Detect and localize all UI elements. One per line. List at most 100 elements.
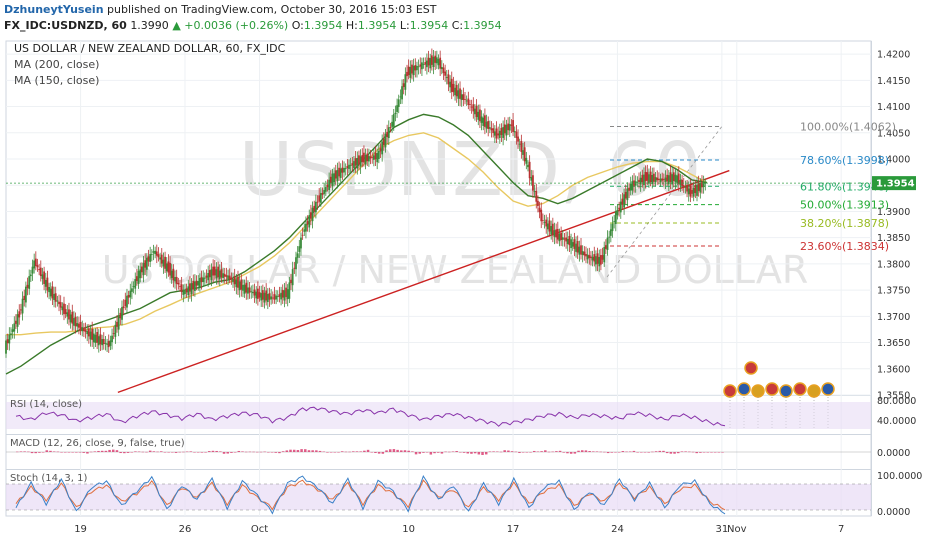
ma150-legend[interactable]: MA (150, close) [14, 74, 100, 87]
macd-bar [647, 452, 650, 453]
macd-bar [304, 449, 307, 452]
candle-body [331, 173, 334, 187]
macd-bar [385, 450, 388, 452]
macd-bar [215, 450, 218, 452]
divider-macd [6, 434, 871, 435]
macd-bar [632, 450, 636, 452]
candle-body [595, 256, 597, 265]
candle-body [435, 57, 438, 64]
candle-body [218, 270, 221, 280]
candle-body [97, 336, 100, 346]
candle-body [394, 112, 397, 115]
candle-body [452, 83, 455, 93]
watermark-symbol: USDNZD, 60 [239, 127, 701, 213]
macd-bar [499, 451, 503, 453]
macd-bar [196, 452, 200, 453]
candle-body [427, 57, 430, 66]
ma150-line [6, 132, 708, 336]
chart-svg[interactable]: USDNZD, 60 US DOLLAR / NEW ZEALAND DOLLA… [0, 35, 932, 550]
candle-body [354, 158, 357, 166]
candle-body [8, 334, 11, 344]
candle-body [361, 155, 364, 162]
candle-body [507, 123, 509, 131]
candle-body [136, 276, 138, 281]
macd-bar [278, 452, 281, 454]
macd-bar [241, 451, 244, 452]
macd-bar [267, 452, 270, 453]
candle-body [535, 190, 538, 202]
fib-level-label: 50.00%(1.3913) [800, 199, 889, 212]
candle-body [81, 327, 84, 332]
macd-bar [193, 452, 196, 453]
macd-bar [38, 452, 41, 453]
candle-body [338, 167, 340, 177]
macd-bar [219, 451, 222, 452]
macd-bar [569, 452, 573, 454]
macd-bar [311, 450, 314, 452]
macd-bar [547, 451, 551, 453]
candle-body [321, 193, 324, 195]
y-tick-label: 1.4050 [877, 128, 910, 139]
macd-bar [300, 449, 303, 452]
last-price-badge-text: 1.3954 [876, 179, 915, 190]
candle-body [657, 178, 660, 181]
candle-body [704, 182, 707, 184]
y-tick-label: 1.4100 [877, 102, 910, 113]
candle-body [701, 182, 703, 188]
candle-body [144, 260, 147, 268]
candle-body [454, 87, 456, 96]
high-label: H: [345, 19, 358, 32]
candle-body [606, 237, 609, 250]
candle-body [71, 311, 74, 324]
candle-body [235, 279, 238, 288]
candle-body [119, 312, 122, 319]
candle-body [29, 274, 32, 277]
ma200-legend[interactable]: MA (200, close) [14, 58, 100, 71]
candle-body [445, 77, 448, 78]
macd-bar [16, 451, 19, 453]
macd-bar [374, 452, 377, 453]
candle-body [155, 251, 158, 256]
trendline[interactable] [117, 169, 730, 394]
candle-body [661, 178, 664, 181]
macd-bar [263, 451, 266, 453]
candle-body [643, 174, 645, 186]
candle-body [495, 128, 498, 139]
macd-bar [684, 451, 687, 452]
macd-bar [636, 452, 639, 453]
last-price-badge: 1.3954 [872, 176, 916, 191]
macd-bar [112, 449, 115, 452]
candle-body [339, 168, 342, 178]
candle-body [253, 289, 256, 296]
candle-body [124, 299, 127, 306]
candle-body [5, 340, 7, 354]
macd-bar [233, 452, 237, 453]
macd-bar [529, 452, 532, 453]
candle-body [107, 341, 110, 348]
candle-body [472, 104, 475, 112]
candle-body [270, 296, 273, 300]
candle-body [691, 189, 693, 194]
candle-body [263, 292, 266, 303]
macd-bar [189, 451, 193, 452]
candle-body [101, 339, 104, 346]
candle-body [311, 207, 314, 222]
candle-body [41, 274, 44, 279]
macd-bar [141, 451, 145, 453]
author-name[interactable]: DzhuneytYusein [4, 3, 104, 16]
candle-body [215, 269, 218, 279]
candle-body [434, 55, 437, 63]
candle-body [596, 253, 599, 264]
candle-body [255, 291, 258, 299]
macd-bar [182, 451, 185, 453]
candle-body [126, 295, 128, 308]
candle-body [15, 320, 17, 324]
macd-bar [496, 451, 499, 453]
candle-body [462, 94, 465, 101]
fib-level-label: 38.20%(1.3878) [800, 217, 889, 230]
candle-body [369, 156, 372, 159]
candle-body [379, 148, 382, 152]
x-tick-label: 7 [838, 524, 844, 535]
candle-body [102, 339, 105, 345]
candle-body [84, 329, 87, 332]
